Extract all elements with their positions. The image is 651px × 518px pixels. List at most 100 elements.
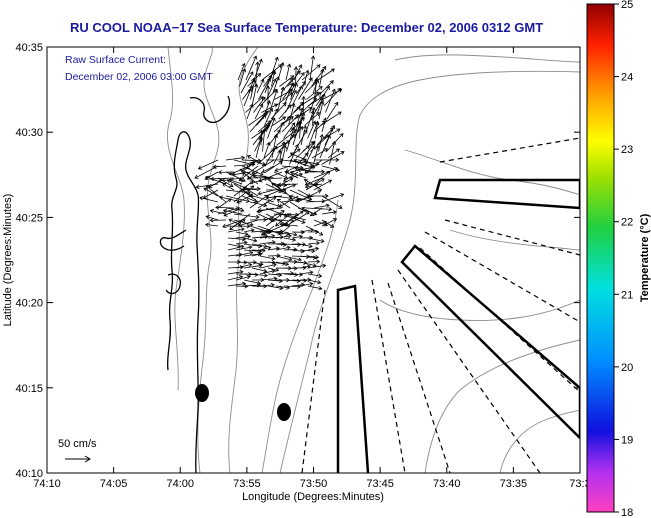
current-vector-head [315,246,320,251]
current-vector [210,210,227,215]
current-vector-head [261,168,266,173]
current-vector [267,247,280,251]
current-vector-head [293,159,298,163]
current-vector-head [337,87,342,92]
current-vector [235,241,248,245]
current-vector [239,169,259,179]
current-vector-head [227,198,232,203]
current-vector-head [294,166,299,171]
current-vector-head [312,255,317,260]
current-vector-head [265,124,269,129]
current-vector [213,165,227,168]
current-vector-head [301,111,306,117]
current-vector [265,213,282,227]
current-vector [305,200,325,203]
current-vector-head [253,260,257,265]
current-vector [222,183,235,191]
current-vector [237,63,245,81]
current-vector-head [333,167,339,172]
current-vector-head [194,174,199,179]
current-vector [319,69,324,87]
current-vector [321,193,344,203]
current-vector-head [274,108,279,113]
current-vector-head [240,244,245,250]
current-vector [275,272,294,275]
x-tick-label: 74:00 [166,478,194,490]
current-vector-head [317,189,322,194]
current-vector [307,261,320,263]
current-vector-head [318,273,323,278]
current-vector-head [241,62,246,68]
current-vector [233,213,260,218]
current-vector [251,84,258,107]
current-vector-head [277,150,282,155]
current-vector-head [326,170,331,175]
current-vector-head [302,158,307,163]
current-vector-head [322,263,327,269]
current-vector-head [316,259,321,264]
current-vector [243,237,257,242]
current-vector [227,237,246,240]
current-vector-head [328,207,333,212]
current-vector-head [205,215,210,220]
current-vector [227,254,243,257]
current-vector-head [300,282,305,288]
current-vector [325,89,336,113]
colorbar-tick-label: 18 [621,507,633,518]
current-vector-head [321,169,326,174]
current-vector [283,237,296,241]
current-vector [241,195,258,203]
current-vector [243,265,262,269]
current-vector [299,255,317,259]
current-vector-head [296,278,301,284]
current-vector-head [251,79,257,84]
current-vector-head [329,80,334,85]
current-vector [249,112,268,133]
current-vector [210,177,235,180]
current-vector-head [203,187,208,192]
current-vector [258,78,271,100]
current-vector-head [335,148,340,153]
current-vector-head [204,222,210,227]
current-vector [299,243,313,248]
current-vector [275,231,290,235]
current-vector [204,171,219,180]
x-tick-label: 74:05 [100,478,128,490]
current-vector-head [261,96,266,101]
current-vector-head [335,167,340,172]
current-vector-head [272,196,277,201]
current-vector [313,204,330,209]
current-vector [290,83,298,100]
current-vector-head [263,243,268,249]
current-vector [299,229,314,233]
current-vector-head [332,210,337,215]
x-tick-label: 73:40 [433,478,461,490]
current-vector [267,118,275,139]
current-vector [264,108,273,126]
current-vector-head [265,85,271,90]
current-vector-head [271,70,277,75]
x-tick-label: 73:45 [366,478,394,490]
current-vector-head [242,186,248,191]
current-vector [310,134,330,152]
current-vector-head [335,157,340,163]
current-vector [225,157,245,161]
current-vector-head [301,207,306,211]
current-vector [249,201,267,207]
current-vector-head [291,134,296,139]
current-vector-head [243,260,248,265]
current-vector-head [263,268,268,273]
current-vector [251,243,268,247]
current-vector [318,101,324,120]
current-vector-head [240,208,245,213]
current-vector-head [289,77,294,82]
scale-label: 50 cm/s [58,438,97,450]
current-vector-head [282,242,287,247]
colorbar-tick-label: 19 [621,434,633,446]
current-vector [307,242,320,245]
current-vector [227,283,246,287]
current-vector [253,59,262,81]
current-vector-head [239,265,244,270]
current-vector [305,178,325,191]
current-vector-head [253,55,258,60]
